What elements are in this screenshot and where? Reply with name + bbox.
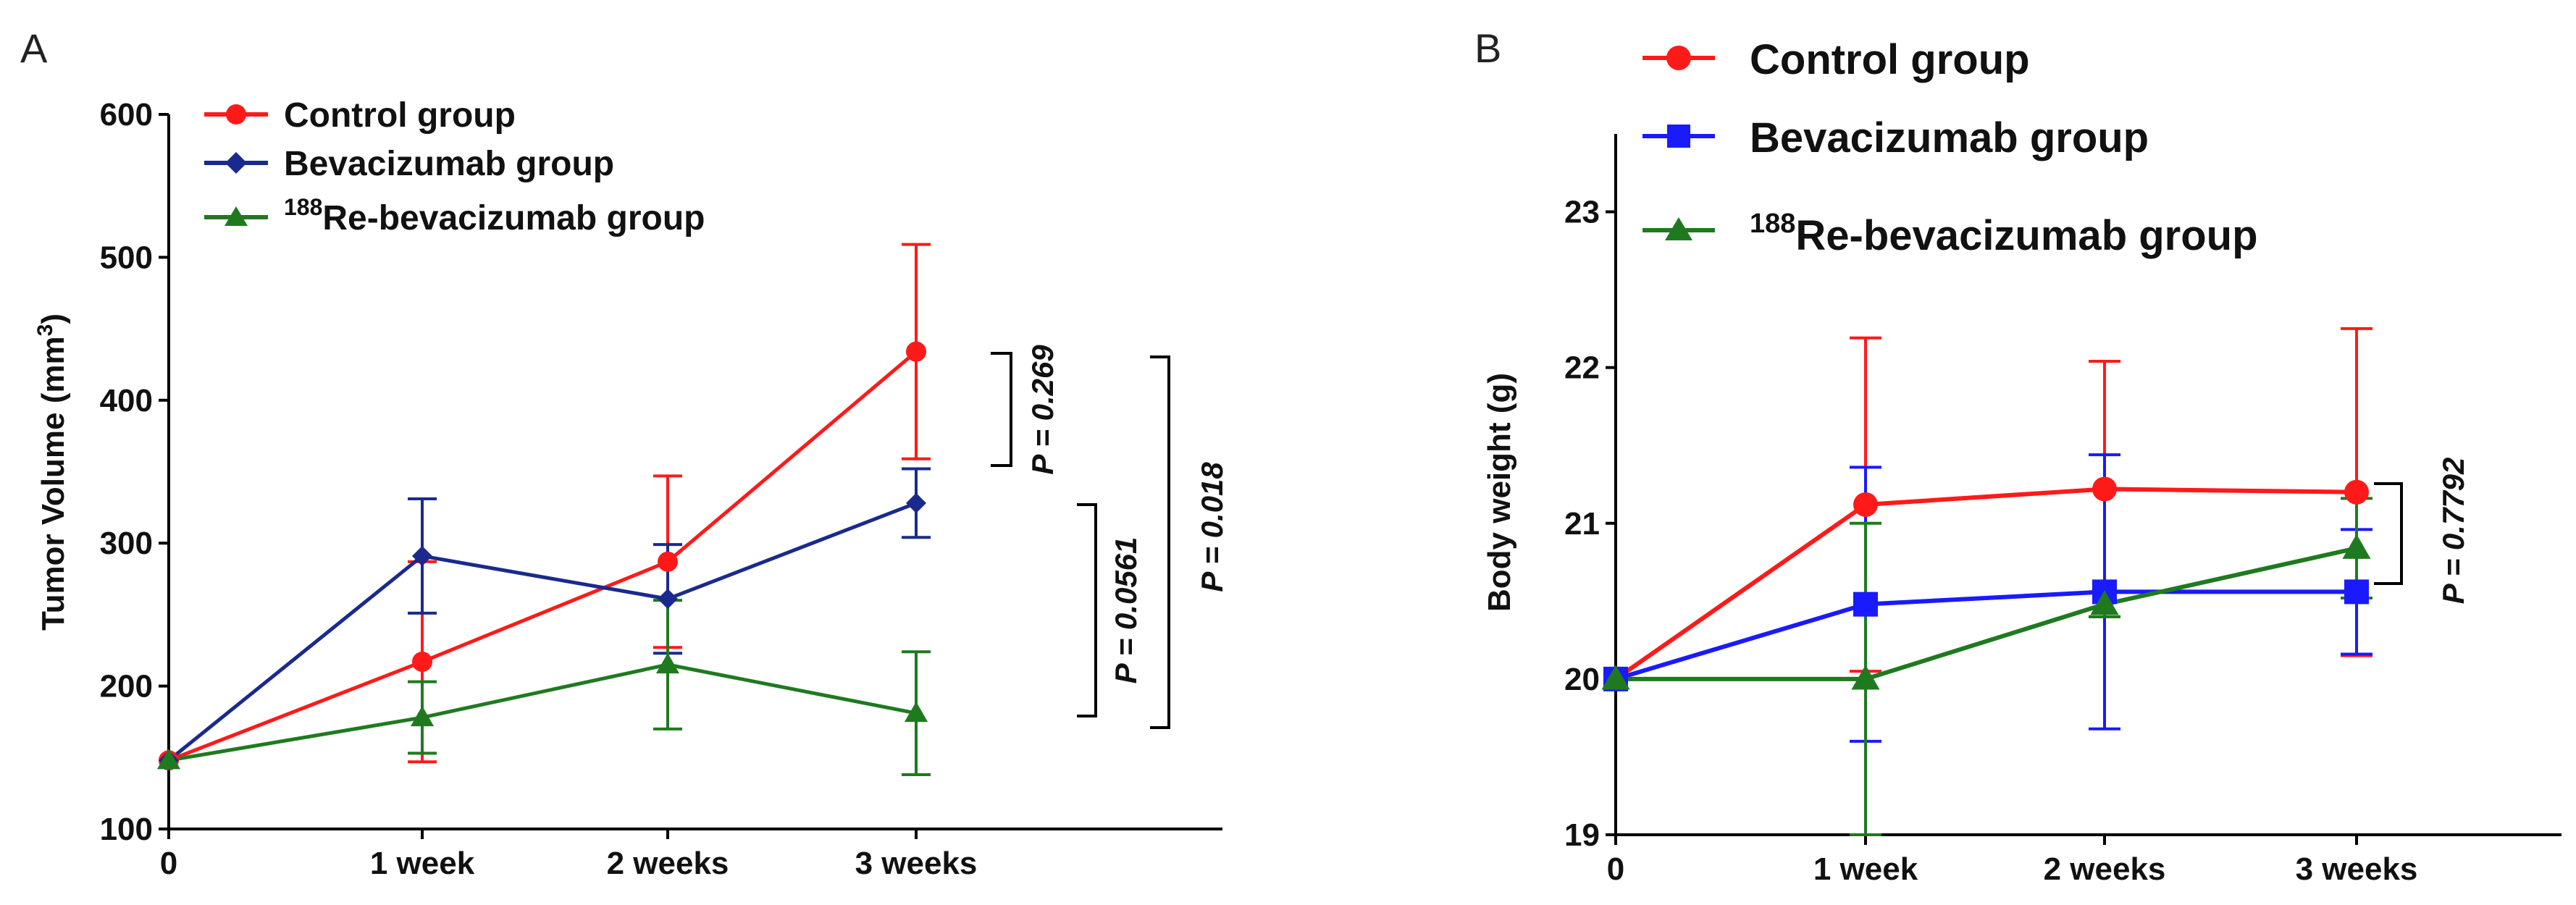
panel-a-x-tick-label: 0 — [160, 846, 177, 881]
legend-a-bev-label: Bevacizumab group — [284, 145, 614, 183]
panel-a-y-tick-label: 100 — [100, 812, 153, 847]
data-point-circle — [1853, 492, 1878, 517]
legend-b-bev-label: Bevacizumab group — [1750, 114, 2149, 161]
series-line-circle — [1614, 487, 2357, 681]
panel-b-x-tick-label: 1 week — [1813, 851, 1918, 887]
p-value-b-control-bev: P = 0.7792 — [2436, 458, 2470, 605]
panel-b-letter: B — [1474, 25, 1501, 71]
data-point-circle — [658, 551, 678, 572]
data-point-triangle — [904, 702, 928, 723]
panel-a-y-tick-label: 200 — [100, 669, 153, 704]
data-point-triangle — [156, 749, 181, 770]
panel-a-plot: 100 200 300 400 500 600 0 1 week 2 weeks 3 weeks — [100, 97, 1222, 881]
panel-b-x-tick-label: 3 weeks — [2296, 851, 2418, 887]
series-line-circle — [168, 350, 918, 762]
panel-b: B 19 20 21 22 23 0 1 week 2 weeks 3 weeks Body … — [1474, 25, 2562, 887]
series-line-square — [1615, 589, 2357, 681]
data-point-diamond — [658, 589, 678, 610]
panel-a-lines — [167, 350, 918, 762]
bracket-a-bev-rebev — [1077, 503, 1097, 717]
data-point-triangle — [1851, 665, 1880, 690]
panel-b-x-tick-label: 0 — [1607, 851, 1624, 887]
data-point-circle — [412, 652, 432, 673]
panel-b-x-tick-label: 2 weeks — [2044, 851, 2166, 887]
data-point-square — [2344, 579, 2369, 605]
series-line-diamond — [167, 501, 917, 762]
panel-b-x-ticks: 0 1 week 2 weeks 3 weeks — [1607, 835, 2418, 887]
panel-b-y-tick-label: 21 — [1564, 506, 1600, 542]
panel-b-y-tick-label: 22 — [1564, 350, 1600, 386]
data-point-triangle — [1601, 665, 1630, 690]
panel-a-y-axis-title: Tumor Volume (mm3) — [33, 313, 71, 631]
panel-b-y-tick-label: 23 — [1564, 195, 1600, 230]
panel-a-x-tick-label: 2 weeks — [607, 846, 729, 881]
legend-b-control-label: Control group — [1750, 36, 2030, 83]
p-value-a-control-rebev: P = 0.018 — [1195, 462, 1229, 592]
panel-a-x-tick-label: 1 week — [370, 846, 475, 881]
panel-a-legend: Control group Bevacizumab group 188Re-be… — [204, 96, 705, 237]
p-value-a-bev-rebev: P = 0.0561 — [1109, 537, 1143, 684]
panel-a-significance: P = 0.269 P = 0.0561 P = 0.018 — [991, 345, 1229, 729]
data-point-circle — [2092, 476, 2117, 502]
panel-a-error-bars — [408, 243, 931, 776]
panel-b-lines — [1614, 487, 2357, 681]
data-point-triangle — [655, 652, 680, 674]
legend-a-control-label: Control group — [284, 96, 516, 135]
panel-b-markers — [1601, 476, 2371, 691]
series-line-triangle — [168, 662, 917, 762]
bracket-a-control-bev — [991, 352, 1012, 467]
panel-a-y-tick-label: 300 — [100, 526, 153, 561]
panel-b-y-tick-label: 20 — [1564, 662, 1600, 697]
data-point-diamond — [906, 492, 926, 513]
panel-a-x-ticks: 0 1 week 2 weeks 3 weeks — [160, 829, 978, 881]
bracket-a-control-rebev — [1150, 355, 1170, 729]
legend-a-bev-marker — [225, 152, 247, 174]
panel-b-y-ticks: 19 20 21 22 23 — [1564, 195, 1616, 853]
data-point-square — [1853, 592, 1878, 617]
panel-b-y-tick-label: 19 — [1564, 817, 1600, 853]
panel-a-letter: A — [20, 25, 48, 71]
legend-b-control-marker — [1666, 46, 1691, 70]
legend-b-rebev-label: 188Re-bevacizumab group — [1750, 209, 2258, 259]
panel-a-series — [156, 243, 931, 776]
legend-b-bev-marker — [1667, 125, 1690, 148]
panel-a-x-tick-label: 3 weeks — [855, 846, 978, 881]
panel-a-markers — [156, 341, 928, 771]
panel-a-y-ticks: 100 200 300 400 500 600 — [100, 97, 169, 847]
panel-a-y-tick-label: 500 — [100, 240, 153, 275]
panel-b-legend: Control group Bevacizumab group 188Re-be… — [1642, 36, 2258, 259]
p-value-a-control-bev: P = 0.269 — [1025, 345, 1060, 475]
panel-b-y-axis-title: Body weight (g) — [1482, 373, 1517, 612]
data-point-circle — [906, 341, 926, 362]
data-point-circle — [2344, 479, 2369, 505]
legend-a-rebev-marker — [225, 206, 248, 226]
panel-b-significance: P = 0.7792 — [2374, 458, 2470, 605]
bracket-b-control-bev — [2374, 482, 2403, 585]
panel-a-y-tick-label: 400 — [100, 383, 153, 418]
legend-a-control-marker — [226, 104, 246, 125]
legend-b-rebev-marker — [1665, 217, 1692, 240]
panel-b-plot: 19 20 21 22 23 0 1 week 2 weeks 3 weeks — [1564, 134, 2562, 887]
series-line-triangle — [1616, 546, 2357, 681]
data-point-triangle — [410, 705, 435, 727]
data-point-triangle — [2090, 590, 2119, 615]
panel-a: A 100 200 300 400 500 600 0 1 week 2 weeks 3 wee… — [20, 25, 1229, 881]
data-point-diamond — [412, 545, 432, 566]
data-point-triangle — [2342, 534, 2371, 559]
panel-b-series — [1601, 327, 2372, 836]
legend-a-rebev-label: 188Re-bevacizumab group — [284, 194, 705, 237]
panel-a-y-tick-label: 600 — [100, 97, 153, 132]
